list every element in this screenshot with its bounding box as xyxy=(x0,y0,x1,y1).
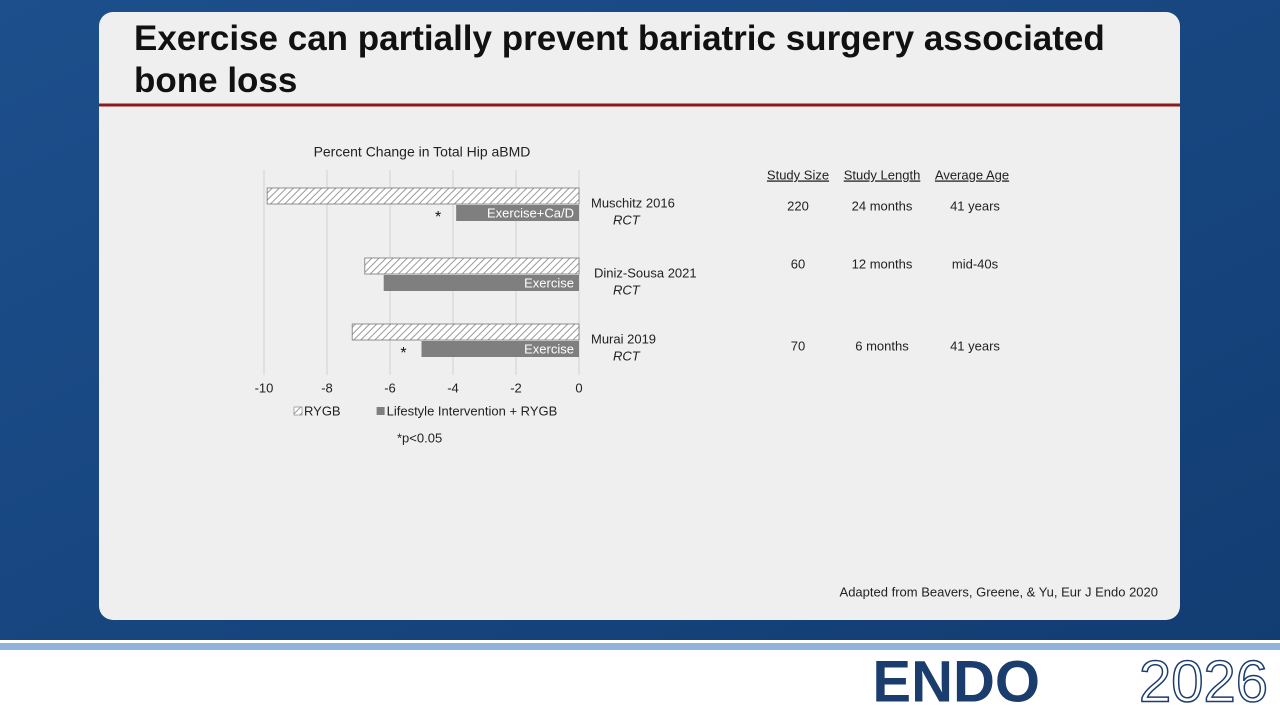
category-note: RCT xyxy=(613,282,641,297)
footer xyxy=(0,640,1280,720)
category-label: Muschitz 2016 xyxy=(591,195,675,210)
logo-year: 2026 xyxy=(1139,649,1268,714)
category-note: RCT xyxy=(613,348,641,363)
legend-label: RYGB xyxy=(304,403,341,418)
table-cell: 24 months xyxy=(852,198,913,213)
category-label: Murai 2019 xyxy=(591,331,656,346)
bar xyxy=(421,341,579,357)
bar-label: Exercise xyxy=(524,341,574,356)
bar xyxy=(351,323,580,341)
table-cell: 220 xyxy=(787,198,809,213)
table-cell: 6 months xyxy=(855,338,909,353)
significance-mark: * xyxy=(435,209,441,226)
table-header: Study Size xyxy=(767,167,829,182)
footer-stripe xyxy=(0,643,1280,650)
x-tick-label: -8 xyxy=(321,380,333,395)
title-box: Exercise can partially prevent bariatric… xyxy=(134,19,1105,100)
footnote: *p<0.05 xyxy=(397,430,442,445)
table-cell: 60 xyxy=(791,256,805,271)
legend-swatch xyxy=(293,406,303,416)
chart-title: Percent Change in Total Hip aBMD xyxy=(314,144,531,160)
x-tick-label: -6 xyxy=(384,380,396,395)
citation: Adapted from Beavers, Greene, & Yu, Eur … xyxy=(840,584,1158,599)
bar-label: Exercise xyxy=(524,275,574,290)
card xyxy=(99,12,1180,620)
legend-swatch xyxy=(376,407,385,415)
significance-mark: * xyxy=(400,345,406,362)
table-cell: 12 months xyxy=(852,256,913,271)
bar xyxy=(383,275,579,291)
bar xyxy=(364,257,580,275)
table-header: Study Length xyxy=(844,167,921,182)
bar xyxy=(266,187,580,205)
x-tick-label: 0 xyxy=(575,380,582,395)
bar-label: Exercise+Ca/D xyxy=(487,205,574,220)
legend-label: Lifestyle Intervention + RYGB xyxy=(387,403,558,418)
slide-title: Exercise can partially prevent bariatric… xyxy=(134,19,1105,100)
x-tick-label: -4 xyxy=(447,380,459,395)
x-tick-label: -2 xyxy=(510,380,522,395)
study-table: Study Size Study Length Average Age 220 24 m… xyxy=(767,167,1009,353)
logo-brand: ENDO xyxy=(872,649,1040,714)
chart: Percent Change in Total Hip aBMD -10 -8 -6 -… xyxy=(255,144,697,446)
table-cell: 70 xyxy=(791,338,805,353)
bar xyxy=(456,205,579,221)
category-label: Diniz-Sousa 2021 xyxy=(594,265,697,280)
x-tick-label: -10 xyxy=(255,380,274,395)
category-note: RCT xyxy=(613,212,641,227)
table-cell: 41 years xyxy=(950,338,1000,353)
table-header: Average Age xyxy=(935,167,1009,182)
table-cell: mid-40s xyxy=(952,256,999,271)
table-cell: 41 years xyxy=(950,198,1000,213)
